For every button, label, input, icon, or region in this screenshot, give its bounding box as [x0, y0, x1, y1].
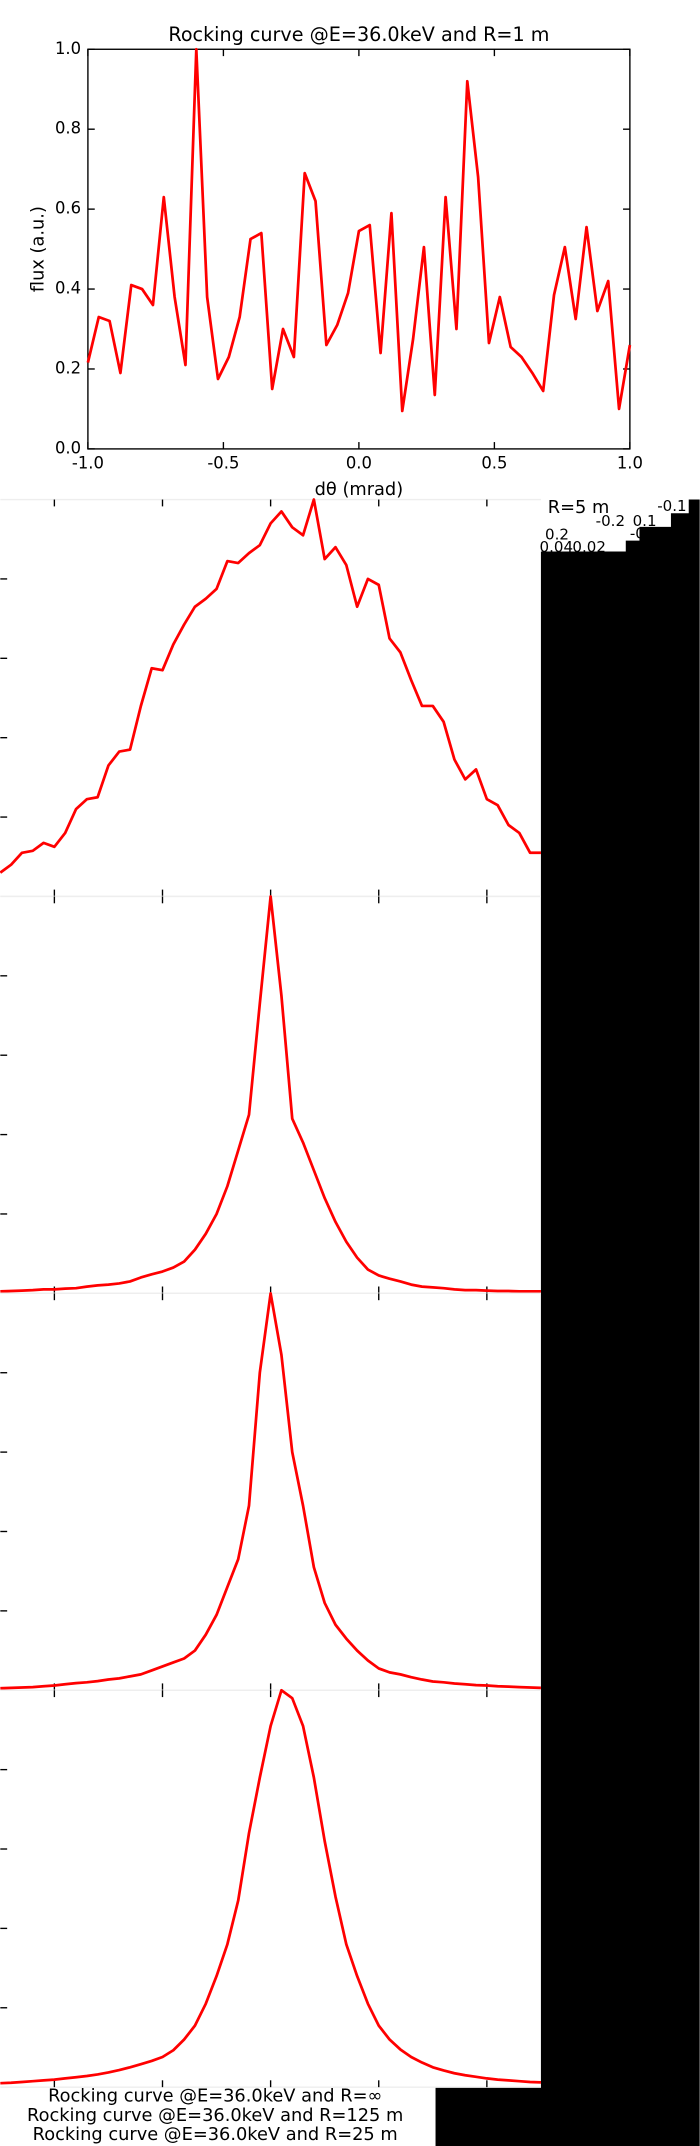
stray-tick-label: -0.04 [627, 538, 666, 556]
y-tick-label: 0.4 [55, 279, 81, 298]
stray-tick-label: 0.02 [572, 538, 606, 556]
data-line [0, 895, 541, 1293]
data-line [0, 1688, 541, 2085]
stray-tick-label: -0.1 [657, 497, 686, 515]
x-tick-label: -1.0 [72, 453, 104, 472]
chart-title: R=5 m [548, 497, 610, 518]
stray-tick-label: 0.00 [608, 550, 642, 568]
x-tick-label: 0.5 [481, 453, 507, 472]
data-line [0, 498, 541, 874]
chart-title: Rocking curve @E=36.0keV and R=25 m [33, 2124, 398, 2145]
data-line [86, 47, 632, 413]
stray-tick-label: 0.04 [540, 538, 574, 556]
x-axis-label: dθ (mrad) [315, 479, 404, 500]
y-tick-label: 0.8 [55, 119, 81, 138]
stray-tick-label: 0.2 [545, 526, 569, 544]
y-axis-label: flux (a.u.) [28, 206, 49, 292]
x-tick-label: 1.0 [617, 453, 643, 472]
data-line [0, 1291, 541, 1690]
stray-tick-label: 0.1 [633, 512, 657, 530]
stray-tick-label: -0.2 [596, 512, 625, 530]
y-tick-label: 0.6 [55, 199, 81, 218]
chart-title: Rocking curve @E=36.0keV and R=∞ [48, 2086, 382, 2107]
stray-tick-label: -0.02 [630, 524, 669, 542]
chart-title: Rocking curve @E=36.0keV and R=125 m [27, 2105, 403, 2126]
chart-title: Rocking curve @E=36.0keV and R=1 m [168, 23, 549, 46]
y-tick-label: 1.0 [55, 39, 81, 58]
y-tick-label: 0.2 [55, 358, 81, 377]
x-tick-label: 0.0 [346, 453, 372, 472]
y-tick-label: 0.0 [55, 438, 81, 457]
render-artifact [435, 499, 700, 2146]
x-tick-label: -0.5 [207, 453, 239, 472]
